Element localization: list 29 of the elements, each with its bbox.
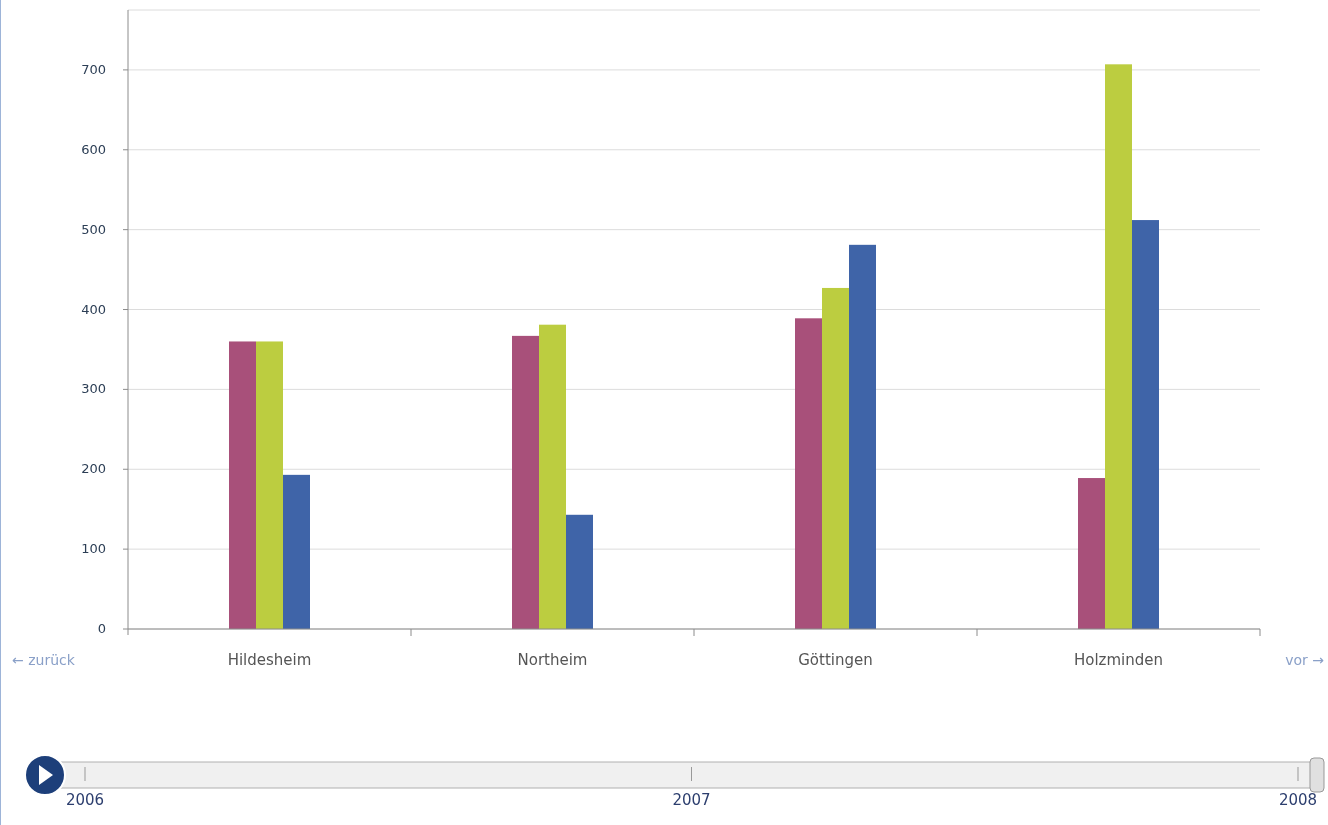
y-tick-label: 500 (81, 221, 106, 237)
y-tick-label: 0 (97, 621, 106, 636)
bar (566, 514, 593, 629)
bar (283, 474, 310, 629)
x-tick-label: Holzminden (1073, 651, 1164, 669)
text: 2007 (672, 791, 711, 809)
y-tick-label: 600 (81, 141, 106, 157)
bar (1078, 478, 1105, 629)
bar (1132, 220, 1159, 629)
text: ← zurück (12, 652, 76, 668)
bar (256, 341, 283, 629)
text: 2006 (65, 791, 105, 809)
text: vor → (1285, 652, 1325, 668)
x-tick-label: Northeim (517, 651, 588, 669)
bar (849, 244, 876, 629)
y-tick-label: 700 (81, 61, 106, 77)
y-tick-label: 300 (81, 381, 106, 397)
bar (229, 341, 256, 629)
y-tick-label: 400 (81, 301, 106, 317)
bar (539, 324, 566, 629)
bar (822, 287, 849, 629)
y-tick-label: 200 (81, 461, 106, 477)
x-tick-label: Göttingen (798, 651, 873, 669)
y-tick-label: 100 (81, 541, 106, 557)
text: 2008 (1278, 791, 1318, 809)
x-tick-label: Hildesheim (227, 651, 312, 669)
bar (795, 318, 822, 629)
bar (512, 335, 539, 629)
bar (1105, 64, 1132, 629)
